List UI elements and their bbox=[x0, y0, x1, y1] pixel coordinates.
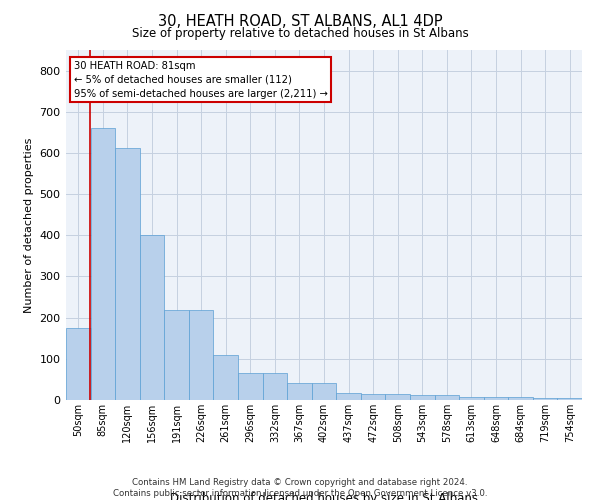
X-axis label: Distribution of detached houses by size in St Albans: Distribution of detached houses by size … bbox=[170, 492, 478, 500]
Bar bbox=[459, 397, 484, 400]
Bar bbox=[508, 397, 533, 400]
Bar bbox=[164, 310, 189, 400]
Bar bbox=[189, 310, 214, 400]
Bar bbox=[66, 328, 91, 400]
Bar bbox=[263, 373, 287, 400]
Bar bbox=[287, 382, 312, 400]
Bar bbox=[140, 236, 164, 400]
Bar bbox=[361, 394, 385, 400]
Text: Contains HM Land Registry data © Crown copyright and database right 2024.
Contai: Contains HM Land Registry data © Crown c… bbox=[113, 478, 487, 498]
Bar bbox=[410, 394, 434, 400]
Bar bbox=[533, 398, 557, 400]
Text: 30, HEATH ROAD, ST ALBANS, AL1 4DP: 30, HEATH ROAD, ST ALBANS, AL1 4DP bbox=[158, 14, 442, 29]
Bar bbox=[385, 394, 410, 400]
Bar bbox=[557, 398, 582, 400]
Bar bbox=[336, 392, 361, 400]
Text: 30 HEATH ROAD: 81sqm
← 5% of detached houses are smaller (112)
95% of semi-detac: 30 HEATH ROAD: 81sqm ← 5% of detached ho… bbox=[74, 60, 328, 98]
Bar bbox=[214, 354, 238, 400]
Bar bbox=[484, 397, 508, 400]
Bar bbox=[434, 394, 459, 400]
Bar bbox=[312, 382, 336, 400]
Bar bbox=[115, 148, 140, 400]
Bar bbox=[238, 373, 263, 400]
Text: Size of property relative to detached houses in St Albans: Size of property relative to detached ho… bbox=[131, 28, 469, 40]
Bar bbox=[91, 128, 115, 400]
Y-axis label: Number of detached properties: Number of detached properties bbox=[24, 138, 34, 312]
